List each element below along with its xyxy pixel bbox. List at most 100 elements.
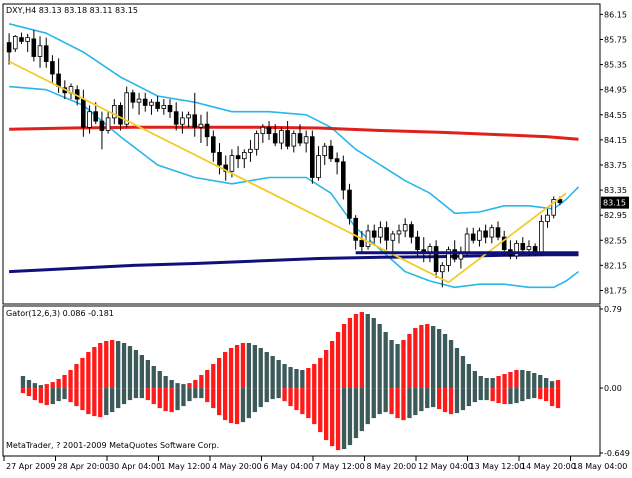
gator-lower-bar [187, 388, 192, 402]
gator-upper-bar [80, 358, 85, 388]
price-tick-label: 81.75 [604, 286, 627, 295]
gator-upper-bar [371, 318, 376, 388]
candle-bull [248, 148, 253, 153]
gator-upper-bar [252, 345, 257, 388]
gator-upper-bar [276, 360, 281, 388]
gator-upper-bar [151, 366, 156, 388]
gator-lower-bar [419, 388, 424, 412]
time-tick-label: 12 May 04:00 [418, 462, 473, 471]
price-tick-label: 84.95 [604, 86, 627, 95]
candle-bear [43, 45, 49, 62]
gator-upper-bar [116, 341, 121, 388]
candle-bull [112, 105, 117, 119]
gator-upper-bar [32, 383, 37, 389]
candle-bull [105, 117, 111, 131]
gator-upper-bar [448, 340, 454, 388]
gator-upper-bar [407, 334, 412, 388]
gator-lower-bar [270, 388, 275, 400]
gator-lower-bar [139, 388, 144, 399]
gator-lower-bar [133, 388, 139, 399]
gator-upper-bar [20, 376, 26, 388]
gator-tick-label: 0.00 [604, 384, 622, 393]
gator-upper-bar [312, 364, 317, 388]
price-tick-label: 82.95 [604, 211, 627, 220]
gator-histogram [20, 312, 561, 451]
gator-lower-bar [223, 388, 228, 421]
gator-upper-bar [110, 340, 115, 388]
candle-bull [136, 98, 142, 103]
gator-upper-bar [555, 380, 561, 388]
gator-upper-bar [270, 356, 275, 388]
candle-bull [545, 214, 550, 222]
gator-upper-bar [181, 384, 186, 389]
gator-lower-bar [205, 388, 210, 403]
time-tick-label: 18 May 04:00 [573, 462, 628, 471]
gator-upper-bar [74, 364, 79, 388]
gator-lower-bar [318, 388, 323, 433]
candle-bull [254, 133, 259, 150]
candle-bull [303, 136, 309, 144]
gator-upper-bar [335, 332, 341, 388]
gator-upper-bar [502, 374, 507, 388]
trendlines [8, 60, 579, 284]
gator-upper-bar [133, 350, 139, 388]
current-price-label: 83.15 [601, 196, 629, 209]
gator-upper-bar [395, 344, 400, 388]
price-tick-label: 82.15 [604, 261, 627, 270]
gator-lower-bar [163, 388, 168, 412]
gator-lower-bar [407, 388, 412, 419]
gator-upper-bar [234, 345, 240, 388]
gator-lower-bar [20, 388, 26, 394]
gator-lower-bar [258, 388, 263, 408]
gator-upper-bar [413, 328, 418, 388]
gator-axis: 0.79 0.00 -0.649 [600, 305, 630, 458]
current-price-box [601, 196, 629, 209]
moving-average-red-line [9, 125, 579, 141]
gator-upper-bar [300, 370, 305, 388]
price-tick-label: 86.15 [604, 10, 627, 19]
gator-upper-bar [282, 364, 287, 388]
candle-bull [229, 155, 235, 172]
gator-lower-bar [359, 388, 364, 432]
gator-lower-bar [526, 388, 531, 400]
gator-lower-bar [38, 388, 43, 404]
gator-upper-bar [86, 352, 91, 388]
candle-bull [365, 230, 371, 247]
candle-bull [551, 199, 556, 216]
gator-lower-bar [121, 388, 127, 405]
candle-bull [87, 111, 92, 128]
candle-bull [526, 246, 532, 250]
gator-upper-bar [508, 372, 513, 388]
gator-upper-bar [157, 371, 162, 388]
gator-upper-bar [341, 324, 347, 388]
gator-upper-bar [454, 348, 460, 388]
gator-upper-bar [294, 369, 299, 388]
candle-bull [378, 227, 383, 238]
gator-lower-bar [466, 388, 471, 407]
candle-bull [396, 230, 402, 235]
gator-lower-bar [484, 388, 489, 401]
gator-upper-bar [169, 380, 174, 388]
gator-lower-bar [86, 388, 91, 415]
candle-bear [210, 136, 216, 153]
candle-bear [204, 123, 210, 138]
gator-lower-bar [514, 388, 519, 404]
gator-lower-bar [413, 388, 418, 416]
gator-lower-bar [116, 388, 121, 409]
gator-upper-bar [425, 324, 430, 388]
gator-lower-bar [502, 388, 507, 405]
candle-bear [173, 111, 179, 125]
time-tick-label: 7 May 12:00 [315, 462, 365, 471]
candle-bear [81, 98, 86, 128]
time-tick-label: 30 Apr 04:00 [109, 462, 161, 471]
gator-lower-bar [508, 388, 513, 405]
gator-upper-bar [460, 356, 466, 388]
gator-upper-bar [353, 314, 359, 389]
candle-bear [93, 111, 99, 122]
candle-bull [439, 264, 445, 273]
gator-lower-bar [538, 388, 543, 400]
candle-bear [167, 105, 173, 113]
gator-lower-bar [520, 388, 525, 402]
candle-bear [50, 61, 55, 75]
